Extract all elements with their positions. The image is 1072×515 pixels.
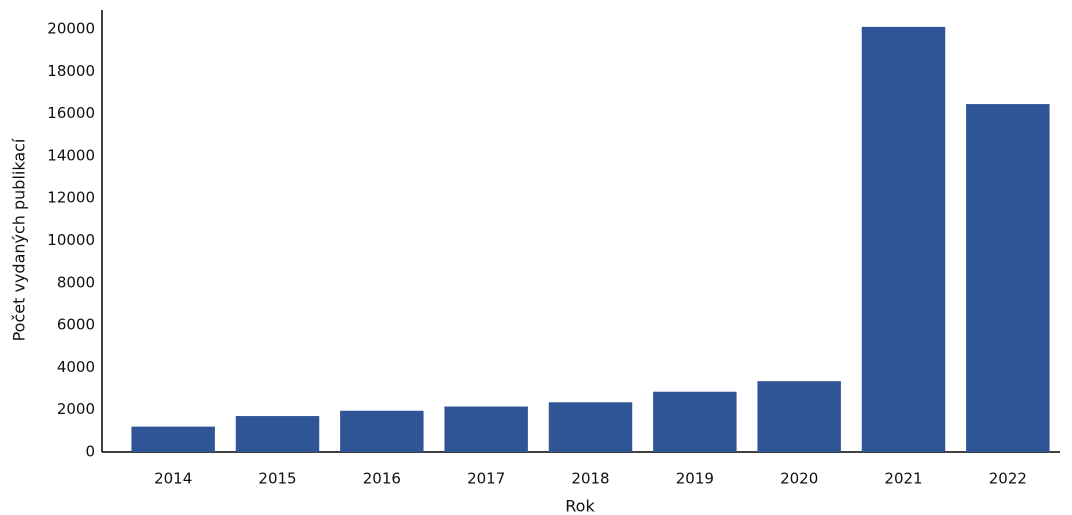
- bar: [861, 26, 946, 452]
- x-tick-label: 2018: [571, 470, 609, 488]
- y-axis-label: Počet vydaných publikací: [10, 138, 29, 341]
- x-tick-label: 2021: [884, 470, 922, 488]
- y-tick-label: 14000: [47, 146, 95, 164]
- y-tick-label: 2000: [57, 400, 95, 418]
- bar: [131, 426, 215, 452]
- y-tick-label: 8000: [57, 273, 95, 291]
- x-axis-label: Rok: [565, 497, 595, 515]
- y-tick-label: 4000: [57, 358, 95, 376]
- bar: [966, 104, 1050, 453]
- y-tick-label: 18000: [47, 62, 95, 80]
- x-tick-label: 2015: [258, 470, 296, 488]
- y-tick-label: 6000: [57, 316, 95, 334]
- x-tick-label: 2016: [363, 470, 401, 488]
- x-tick-label: 2019: [676, 470, 714, 488]
- x-tick-label: 2022: [989, 470, 1027, 488]
- bar: [548, 402, 633, 452]
- x-tick-label: 2020: [780, 470, 818, 488]
- bar: [340, 410, 424, 452]
- y-tick-label: 0: [85, 443, 95, 461]
- y-tick-label: 20000: [47, 20, 95, 38]
- bar: [235, 416, 320, 452]
- y-tick-label: 16000: [47, 104, 95, 122]
- x-tick-label: 2014: [154, 470, 192, 488]
- x-tick-label: 2017: [467, 470, 505, 488]
- bar: [444, 406, 528, 452]
- y-tick-label: 12000: [47, 189, 95, 207]
- bar: [653, 391, 737, 452]
- y-tick-label: 10000: [47, 231, 95, 249]
- bar: [757, 381, 841, 452]
